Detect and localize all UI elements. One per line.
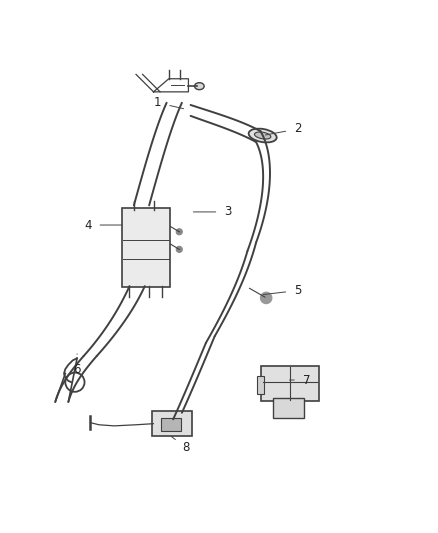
Text: 7: 7 — [290, 374, 310, 386]
Text: 3: 3 — [194, 205, 231, 219]
FancyBboxPatch shape — [152, 411, 192, 436]
Circle shape — [176, 246, 182, 253]
Ellipse shape — [249, 128, 277, 142]
Text: 2: 2 — [265, 123, 301, 135]
Text: 4: 4 — [84, 219, 122, 231]
Text: 8: 8 — [171, 437, 190, 454]
Ellipse shape — [254, 132, 271, 139]
Text: 1: 1 — [154, 96, 184, 109]
Text: 6: 6 — [73, 354, 81, 376]
FancyBboxPatch shape — [273, 398, 304, 418]
FancyBboxPatch shape — [261, 366, 318, 401]
Text: 5: 5 — [263, 284, 301, 297]
FancyBboxPatch shape — [122, 208, 170, 287]
Circle shape — [176, 229, 182, 235]
FancyBboxPatch shape — [258, 376, 265, 394]
Circle shape — [261, 292, 272, 304]
FancyBboxPatch shape — [161, 418, 180, 431]
Ellipse shape — [194, 83, 204, 90]
